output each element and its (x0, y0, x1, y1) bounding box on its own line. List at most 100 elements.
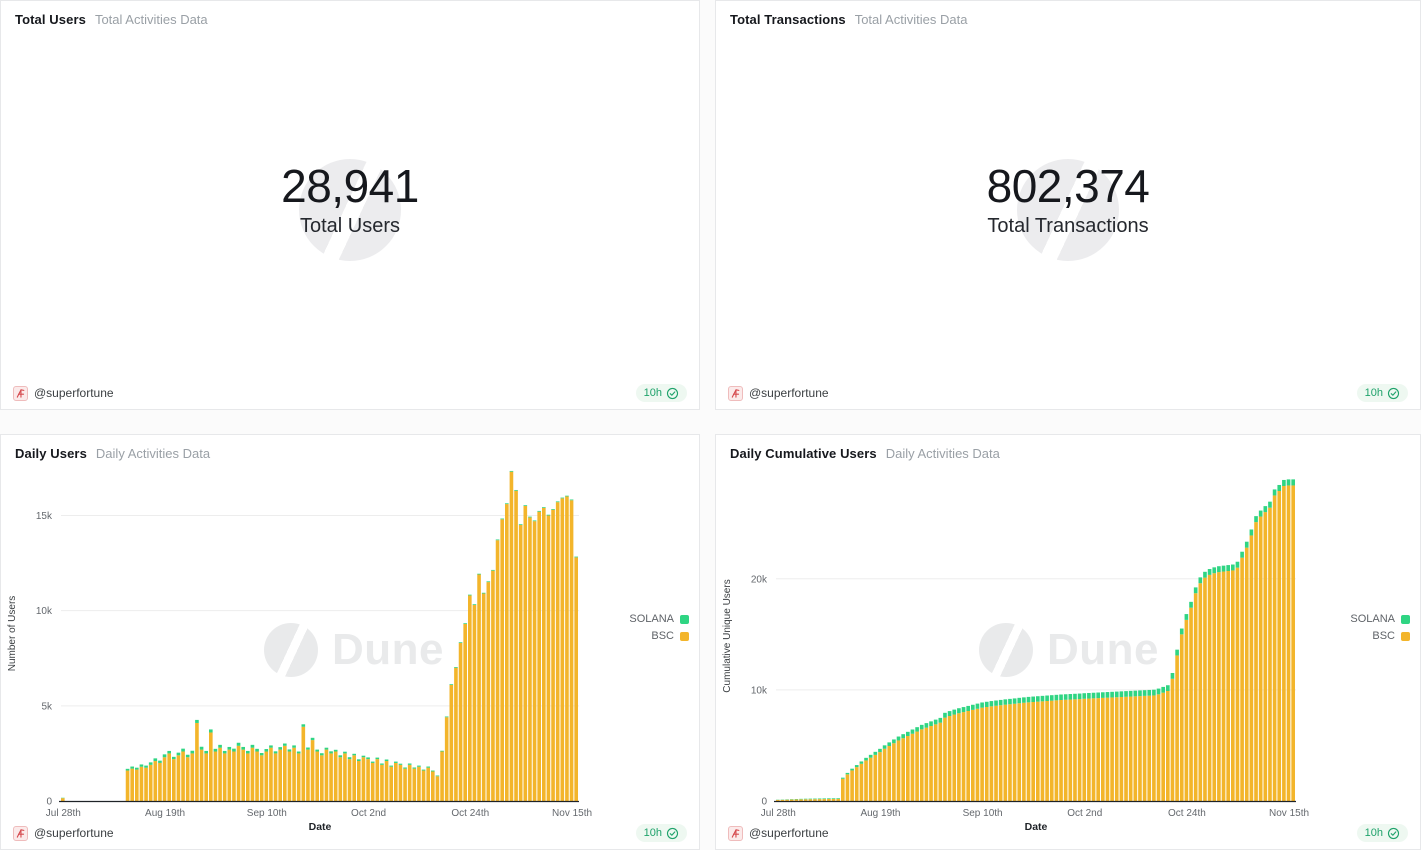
bar-bsc[interactable] (1073, 699, 1077, 801)
bar-bsc[interactable] (398, 764, 403, 801)
bar-bsc[interactable] (1114, 697, 1119, 801)
bar-solana[interactable] (864, 757, 868, 761)
bar-bsc[interactable] (813, 799, 817, 801)
bar-solana[interactable] (310, 737, 315, 741)
bar-solana[interactable] (1221, 565, 1226, 572)
bar-bsc[interactable] (1049, 700, 1054, 801)
bar-solana[interactable] (1175, 649, 1179, 656)
bar-bsc[interactable] (458, 643, 463, 801)
bar-solana[interactable] (1198, 577, 1203, 584)
bar-bsc[interactable] (352, 755, 356, 801)
bar-bsc[interactable] (199, 749, 204, 801)
bar-bsc[interactable] (195, 722, 199, 801)
bar-bsc[interactable] (1017, 703, 1022, 801)
bar-bsc[interactable] (1040, 701, 1045, 801)
bar-bsc[interactable] (836, 798, 840, 801)
bar-bsc[interactable] (850, 770, 854, 801)
bar-bsc[interactable] (1026, 702, 1031, 801)
bar-bsc[interactable] (1161, 692, 1165, 801)
bar-solana[interactable] (868, 754, 873, 758)
bar-solana[interactable] (417, 765, 421, 767)
panel-subtitle-link[interactable]: Total Activities Data (94, 12, 208, 27)
bar-bsc[interactable] (1142, 695, 1147, 801)
bar-solana[interactable] (971, 704, 975, 710)
bar-bsc[interactable] (1184, 619, 1189, 801)
bar-bsc[interactable] (1082, 698, 1087, 801)
bar-bsc[interactable] (975, 708, 980, 801)
bar-solana[interactable] (403, 767, 407, 769)
bar-bsc[interactable] (1231, 570, 1235, 801)
bar-bsc[interactable] (444, 717, 449, 801)
bar-solana[interactable] (222, 750, 227, 754)
bar-bsc[interactable] (361, 757, 366, 801)
bar-bsc[interactable] (236, 745, 241, 801)
bar-bsc[interactable] (320, 755, 324, 801)
daily-cumulative-users-chart[interactable]: 0 10k 20k Jul 28th Aug 19th Sep 10th Oct 2nd Oc… (716, 435, 1421, 850)
refresh-badge[interactable]: 10h (1356, 384, 1408, 402)
bar-solana[interactable] (1193, 587, 1198, 594)
bar-solana[interactable] (296, 751, 301, 754)
bar-solana[interactable] (495, 539, 500, 541)
bar-bsc[interactable] (1110, 697, 1114, 801)
bar-solana[interactable] (431, 770, 435, 772)
panel-subtitle-link[interactable]: Daily Activities Data (95, 446, 211, 461)
bar-solana[interactable] (1003, 699, 1008, 705)
bar-solana[interactable] (1105, 692, 1110, 698)
bar-bsc[interactable] (560, 498, 565, 801)
bar-solana[interactable] (366, 757, 370, 760)
bar-solana[interactable] (910, 729, 915, 734)
bar-solana[interactable] (181, 748, 185, 752)
bar-solana[interactable] (1240, 551, 1244, 558)
bar-bsc[interactable] (910, 733, 915, 801)
bar-solana[interactable] (887, 742, 892, 746)
bar-solana[interactable] (560, 497, 565, 499)
bar-bsc[interactable] (1045, 701, 1049, 801)
bar-solana[interactable] (1124, 691, 1128, 697)
bar-solana[interactable] (915, 727, 919, 732)
bar-solana[interactable] (292, 745, 296, 748)
refresh-badge[interactable]: 10h (1356, 824, 1408, 842)
bar-solana[interactable] (933, 719, 938, 725)
bar-solana[interactable] (850, 768, 854, 771)
bar-solana[interactable] (1277, 484, 1282, 491)
bar-bsc[interactable] (1291, 485, 1295, 801)
bar-solana[interactable] (320, 753, 324, 756)
bar-solana[interactable] (555, 501, 560, 503)
bar-bsc[interactable] (1203, 577, 1207, 801)
bar-bsc[interactable] (264, 751, 269, 801)
bar-solana[interactable] (537, 510, 541, 512)
bar-bsc[interactable] (994, 705, 998, 801)
bar-bsc[interactable] (333, 751, 338, 801)
bar-solana[interactable] (1119, 691, 1124, 697)
bar-bsc[interactable] (454, 667, 458, 801)
panel-subtitle-link[interactable]: Daily Activities Data (885, 446, 1000, 461)
bar-bsc[interactable] (407, 764, 412, 801)
bar-bsc[interactable] (1087, 698, 1091, 801)
author-link[interactable]: @superfortune (749, 826, 829, 840)
bar-bsc[interactable] (1207, 574, 1212, 801)
bar-bsc[interactable] (273, 753, 278, 801)
bar-solana[interactable] (370, 761, 375, 763)
bar-solana[interactable] (813, 798, 817, 800)
bar-bsc[interactable] (296, 753, 301, 801)
bar-bsc[interactable] (495, 540, 500, 801)
bar-solana[interactable] (859, 761, 864, 764)
bar-solana[interactable] (444, 716, 449, 718)
bar-solana[interactable] (1040, 695, 1045, 702)
bar-solana[interactable] (162, 754, 167, 758)
bar-solana[interactable] (236, 742, 241, 746)
bar-bsc[interactable] (873, 754, 878, 801)
bar-bsc[interactable] (491, 570, 495, 801)
bar-solana[interactable] (412, 767, 417, 769)
bar-bsc[interactable] (919, 729, 924, 801)
bar-solana[interactable] (264, 749, 269, 752)
refresh-badge[interactable]: 10h (635, 824, 687, 842)
panel-subtitle-link[interactable]: Total Activities Data (854, 12, 968, 27)
bar-solana[interactable] (919, 724, 924, 730)
bar-bsc[interactable] (542, 507, 546, 801)
bar-solana[interactable] (1231, 564, 1235, 571)
bar-solana[interactable] (1272, 489, 1277, 496)
bar-solana[interactable] (1059, 694, 1063, 700)
bar-solana[interactable] (984, 701, 989, 707)
bar-bsc[interactable] (915, 731, 919, 801)
